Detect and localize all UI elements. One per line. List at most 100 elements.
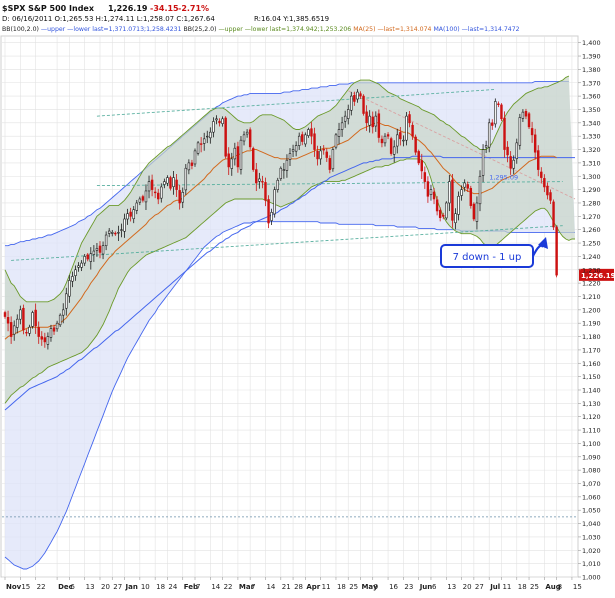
- candle-body: [484, 145, 488, 148]
- candle-body: [126, 213, 129, 220]
- candle-body: [9, 322, 13, 337]
- candle-body: [365, 111, 368, 124]
- candle-body: [506, 146, 509, 156]
- candle-body: [316, 150, 319, 160]
- candle-body: [389, 138, 393, 154]
- y-tick-label: 1,020: [582, 547, 601, 555]
- y-tick-label: 1,180: [582, 333, 601, 341]
- x-tick-label: 25: [349, 583, 358, 591]
- bb25-lower-line: [4, 158, 575, 404]
- candle-body: [307, 129, 310, 136]
- x-tick-label: 13: [447, 583, 456, 591]
- trendline-resistance: [348, 90, 576, 200]
- candle-body: [184, 167, 188, 191]
- bb100-upper-line: [5, 80, 569, 247]
- x-tick-label: May: [361, 583, 377, 591]
- y-tick-label: 1,280: [582, 199, 601, 207]
- x-tick-label: 14: [211, 583, 220, 591]
- candle-body: [77, 265, 80, 268]
- candle-body: [190, 162, 194, 166]
- candle-body: [55, 322, 59, 330]
- candle-body: [209, 131, 212, 139]
- candle-body: [25, 331, 28, 334]
- candle-body: [405, 115, 408, 141]
- candle-body: [6, 317, 10, 324]
- candle-body: [258, 178, 261, 182]
- candle-body: [371, 116, 374, 128]
- candle-body: [503, 117, 506, 150]
- x-tick-label: 18: [337, 583, 346, 591]
- y-tick-label: 1,110: [582, 427, 601, 435]
- candle-body: [224, 117, 227, 157]
- candle-body: [521, 111, 525, 119]
- y-tick-label: 1,000: [582, 574, 601, 582]
- x-tick-label: 14: [266, 583, 275, 591]
- y-tick-label: 1,160: [582, 360, 601, 368]
- arrow-head: [538, 237, 548, 250]
- legend-segment: MA(25): [351, 26, 375, 33]
- candle-body: [261, 181, 264, 183]
- candle-body: [160, 186, 163, 199]
- candle-body: [411, 124, 414, 137]
- candle-body: [319, 150, 322, 160]
- trendline-label: 1,295.09: [489, 174, 518, 182]
- candle-body: [380, 138, 384, 144]
- candle-body: [552, 201, 555, 228]
- y-tick-label: 1,350: [582, 106, 601, 114]
- x-tick-label: 20: [463, 583, 472, 591]
- x-tick-label: 16: [389, 583, 398, 591]
- candle-body: [487, 122, 491, 148]
- candle-body: [337, 129, 341, 137]
- candle-body: [343, 115, 347, 122]
- candle-body: [442, 214, 445, 217]
- x-tick-label: Aug: [545, 583, 560, 591]
- annotation-layer: 1,295.09 7 down - 1 up 1,226.19: [440, 174, 615, 281]
- x-tick-label: 27: [475, 583, 484, 591]
- candle-body: [52, 327, 56, 332]
- candle-body: [276, 179, 279, 190]
- x-tick-label: 25: [530, 583, 539, 591]
- candle-body: [166, 177, 169, 184]
- candle-body: [202, 138, 206, 144]
- candle-body: [248, 129, 252, 148]
- candle-body: [264, 182, 267, 201]
- candle-body: [549, 192, 552, 201]
- bb25-band: [5, 76, 575, 404]
- y-tick-label: 1,250: [582, 240, 601, 248]
- candle-body: [457, 196, 460, 215]
- candle-body: [294, 145, 298, 152]
- candle-body: [304, 134, 307, 145]
- candle-body: [540, 171, 543, 178]
- y-tick-label: 1,170: [582, 346, 601, 354]
- bb25-layer: [4, 75, 575, 404]
- y-tick-label: 1,010: [582, 560, 601, 568]
- y-tick-label: 1,370: [582, 79, 601, 87]
- candle-body: [206, 135, 209, 138]
- candle-body: [196, 142, 200, 154]
- candle-body: [43, 337, 47, 343]
- candle-body: [144, 190, 148, 203]
- y-tick-label: 1,270: [582, 213, 601, 221]
- candle-body: [386, 134, 390, 137]
- x-tick-label: 20: [101, 583, 110, 591]
- y-tick-label: 1,100: [582, 440, 601, 448]
- candle-body: [377, 113, 381, 138]
- x-tick-label: 8: [558, 583, 562, 591]
- candle-body: [423, 172, 427, 182]
- legend-segment: —upper —lower last=1,374.942;1,253.206: [217, 26, 352, 33]
- candle-body: [310, 128, 313, 137]
- candle-body: [537, 150, 540, 170]
- x-tick-label: 27: [113, 583, 122, 591]
- y-axis: 1,000 1,010 1,020 1,030 1,040 1,050 1,060 1,070…: [578, 39, 601, 582]
- x-tick-label: 13: [86, 583, 95, 591]
- x-tick-label: 21: [282, 583, 291, 591]
- candle-body: [322, 148, 325, 151]
- candle-body: [454, 213, 457, 224]
- candle-body: [233, 147, 237, 160]
- candle-body: [408, 114, 411, 124]
- y-tick-label: 1,140: [582, 386, 601, 394]
- candle-body: [460, 189, 463, 196]
- candle-body: [95, 248, 99, 251]
